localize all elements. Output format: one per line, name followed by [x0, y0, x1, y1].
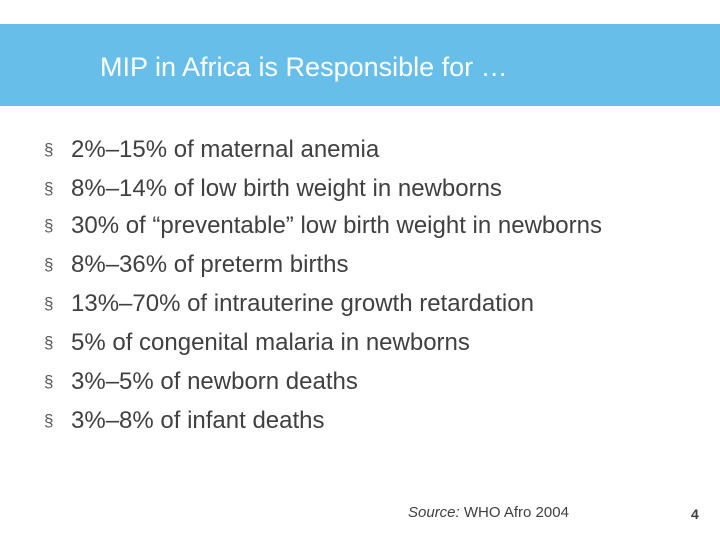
bullet-item: § 8%–36% of preterm births — [44, 245, 644, 284]
bullet-list: § 2%–15% of maternal anemia § 8%–14% of … — [44, 130, 644, 440]
bullet-marker-icon: § — [44, 179, 54, 198]
bullet-item: § 30% of “preventable” low birth weight … — [44, 208, 644, 243]
bullet-marker-icon: § — [44, 255, 54, 274]
bullet-text: 8%–14% of low birth weight in newborns — [71, 175, 502, 202]
slide-title: MIP in Africa is Responsible for … — [100, 52, 508, 82]
bullet-marker-icon: § — [44, 411, 54, 430]
source-citation: Source: WHO Afro 2004 — [408, 504, 569, 521]
bullet-text: 2%–15% of maternal anemia — [71, 136, 380, 163]
bullet-marker-icon: § — [44, 216, 54, 235]
bullet-text: 5% of congenital malaria in newborns — [71, 329, 470, 356]
bullet-marker-icon: § — [44, 372, 54, 391]
bullet-marker-icon: § — [44, 333, 54, 352]
bullet-text: 30% of “preventable” low birth weight in… — [71, 212, 602, 239]
bullet-marker-icon: § — [44, 294, 54, 313]
page-number: 4 — [691, 506, 699, 522]
bullet-text: 3%–5% of newborn deaths — [71, 368, 358, 395]
bullet-marker-icon: § — [44, 140, 54, 159]
bullet-item: § 8%–14% of low birth weight in newborns — [44, 169, 644, 208]
bullet-item: § 13%–70% of intrauterine growth retarda… — [44, 284, 644, 323]
source-label: Source: — [408, 504, 460, 521]
bullet-item: § 2%–15% of maternal anemia — [44, 130, 644, 169]
source-text: WHO Afro 2004 — [459, 504, 569, 521]
bullet-item: § 5% of congenital malaria in newborns — [44, 323, 644, 362]
title-bar — [0, 24, 720, 106]
bullet-text: 13%–70% of intrauterine growth retardati… — [71, 290, 534, 317]
bullet-text: 8%–36% of preterm births — [71, 251, 349, 278]
bullet-text: 3%–8% of infant deaths — [71, 407, 325, 434]
bullet-item: § 3%–8% of infant deaths — [44, 401, 644, 440]
bullet-item: § 3%–5% of newborn deaths — [44, 362, 644, 401]
